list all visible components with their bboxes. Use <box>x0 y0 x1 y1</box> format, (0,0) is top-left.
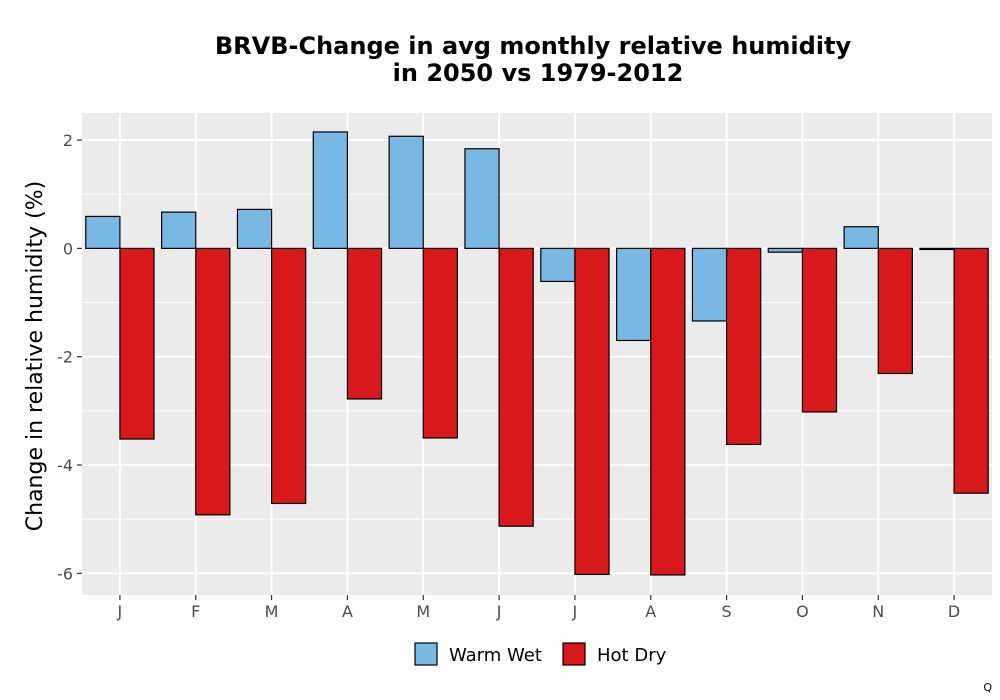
bar-warm-wet-4 <box>388 135 424 249</box>
legend-label-hot-dry: Hot Dry <box>597 645 667 666</box>
x-tick-label: D <box>948 602 960 621</box>
bar-hot-dry-11 <box>953 247 989 494</box>
y-tick-label: -2 <box>57 348 73 367</box>
chart-title-line-1: BRVB-Change in avg monthly relative humi… <box>215 32 852 60</box>
legend: Warm Wet Hot Dry <box>414 642 667 666</box>
bar-warm-wet-1 <box>161 211 197 249</box>
bar-hot-dry-6 <box>574 247 610 576</box>
x-tick-label: S <box>722 602 732 621</box>
x-tick-label: F <box>191 602 200 621</box>
bar-hot-dry-1 <box>195 247 231 516</box>
bar-warm-wet-5 <box>464 148 500 249</box>
y-axis: 2 0 -2 -4 -6 <box>57 131 82 583</box>
x-tick-label: O <box>796 602 809 621</box>
x-tick-label: J <box>117 602 123 621</box>
x-tick-label: J <box>572 602 578 621</box>
bar-hot-dry-8 <box>725 247 762 446</box>
y-tick-label: 2 <box>63 131 73 150</box>
bar-hot-dry-4 <box>422 247 458 439</box>
y-axis-title: Change in relative humidity (%) <box>23 181 48 531</box>
plot-panel <box>82 113 992 595</box>
bar-hot-dry-9 <box>801 247 838 413</box>
bar-warm-wet-2 <box>236 208 273 249</box>
bar-warm-wet-11 <box>919 247 955 251</box>
y-tick-label: -6 <box>57 564 73 583</box>
legend-label-warm-wet: Warm Wet <box>449 645 542 666</box>
y-tick-label: 0 <box>63 239 73 258</box>
corner-mark: Q <box>983 681 992 694</box>
minor-gridlines <box>82 193 992 520</box>
x-tick-label: A <box>645 602 656 621</box>
bar-warm-wet-9 <box>767 247 804 253</box>
x-tick-label: A <box>342 602 353 621</box>
x-tick-label: M <box>265 602 279 621</box>
x-tick-label: J <box>496 602 502 621</box>
chart-title-line-2: in 2050 vs 1979-2012 <box>393 59 684 87</box>
bar-hot-dry-3 <box>346 247 383 400</box>
bar-hot-dry-0 <box>119 247 155 440</box>
bar-hot-dry-2 <box>270 247 307 505</box>
bar-warm-wet-10 <box>843 226 879 249</box>
x-tick-label: N <box>872 602 884 621</box>
bar-hot-dry-10 <box>877 247 913 375</box>
y-tick-label: -4 <box>57 456 73 475</box>
bar-warm-wet-8 <box>691 247 728 322</box>
bars-group <box>85 131 989 576</box>
bar-hot-dry-7 <box>650 247 686 576</box>
bar-hot-dry-5 <box>498 247 534 527</box>
bar-warm-wet-3 <box>312 131 349 249</box>
legend-key-warm-wet <box>414 642 438 666</box>
bar-warm-wet-7 <box>616 247 652 342</box>
bar-warm-wet-0 <box>85 215 121 249</box>
legend-key-hot-dry <box>562 642 586 666</box>
x-tick-label: M <box>416 602 430 621</box>
bar-warm-wet-6 <box>540 247 576 283</box>
